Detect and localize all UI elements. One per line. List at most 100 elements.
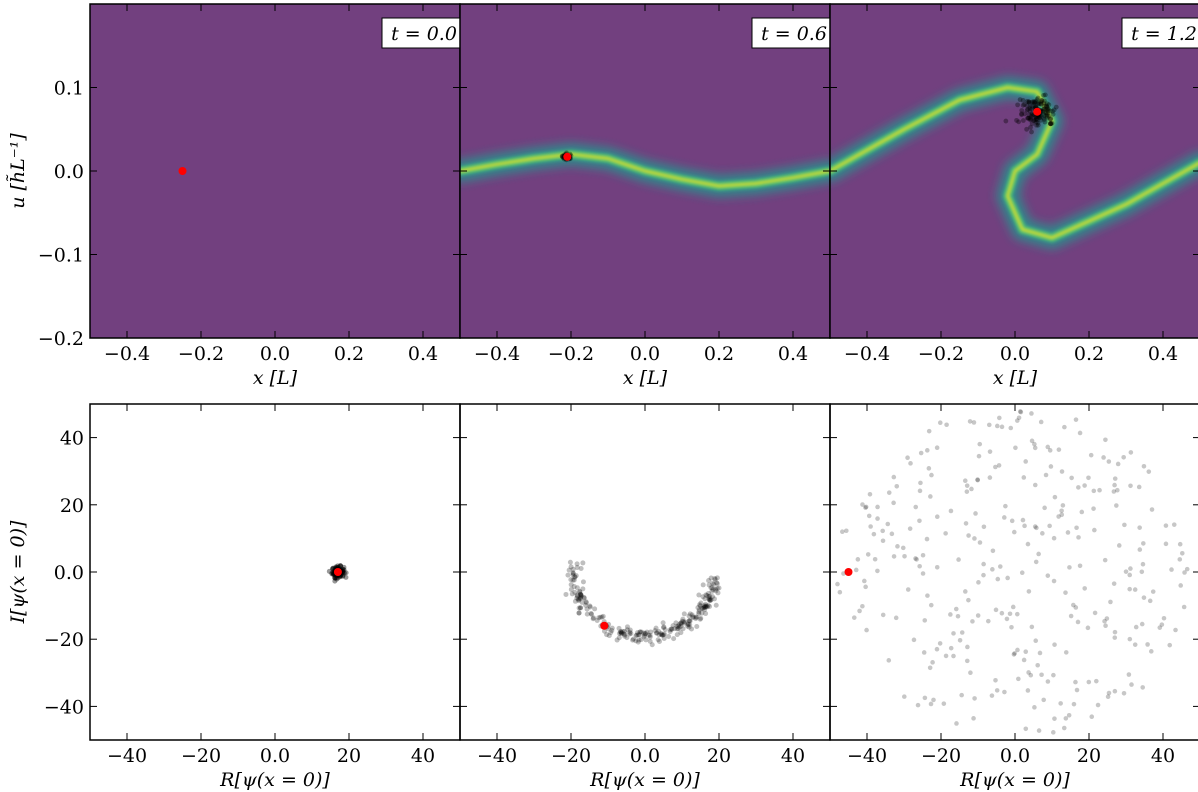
scatter-point bbox=[964, 489, 970, 494]
scatter-point bbox=[655, 637, 661, 643]
scatter-point bbox=[609, 625, 615, 631]
scatter-point bbox=[616, 630, 622, 636]
scatter-point bbox=[972, 696, 977, 701]
scatter-point bbox=[333, 575, 339, 581]
scatter-point bbox=[1071, 602, 1076, 608]
scatter-point bbox=[686, 624, 692, 630]
scatter-point bbox=[622, 628, 628, 634]
scatter-point bbox=[340, 572, 346, 578]
scatter-point bbox=[649, 642, 655, 648]
particle-point bbox=[1044, 106, 1050, 112]
y-tick-label: 0.0 bbox=[54, 562, 84, 584]
particle-point bbox=[1041, 106, 1047, 112]
scatter-point bbox=[635, 632, 641, 638]
scatter-point bbox=[1132, 587, 1138, 592]
particle-point bbox=[1039, 97, 1045, 103]
particle-point bbox=[1024, 107, 1030, 113]
scatter-point bbox=[332, 575, 338, 581]
scatter-point bbox=[1077, 430, 1083, 436]
scatter-point bbox=[1051, 730, 1056, 735]
scatter-point bbox=[701, 603, 707, 609]
scatter-point bbox=[672, 626, 678, 632]
scatter-point bbox=[981, 572, 986, 578]
scatter-point bbox=[1063, 590, 1068, 595]
scatter-point bbox=[990, 567, 995, 572]
particle-point bbox=[1030, 99, 1036, 105]
particle-point bbox=[1048, 121, 1054, 127]
scatter-point bbox=[1003, 503, 1008, 509]
scatter-point bbox=[644, 629, 650, 635]
scatter-point bbox=[715, 590, 721, 596]
scatter-point bbox=[706, 596, 712, 602]
particle-point bbox=[1046, 106, 1051, 112]
scatter-point bbox=[1074, 687, 1080, 693]
scatter-point bbox=[707, 597, 713, 603]
scatter-point bbox=[951, 653, 956, 659]
scatter-point bbox=[712, 575, 718, 581]
red-marker-point bbox=[1033, 107, 1042, 116]
scatter-point bbox=[680, 626, 686, 632]
scatter-point bbox=[709, 585, 715, 591]
scatter-point bbox=[685, 623, 691, 629]
scatter-point bbox=[707, 597, 713, 603]
particle-point bbox=[1042, 119, 1048, 125]
particle-point bbox=[1020, 118, 1026, 123]
scatter-point bbox=[572, 574, 578, 580]
scatter-point bbox=[578, 565, 584, 571]
scatter-point bbox=[1106, 690, 1112, 696]
particle-point bbox=[1043, 110, 1049, 116]
particle-point bbox=[1035, 100, 1041, 106]
scatter-point bbox=[630, 637, 636, 643]
particle-point bbox=[1025, 115, 1030, 121]
scatter-point bbox=[710, 580, 716, 586]
scatter-point bbox=[700, 606, 706, 612]
scatter-point bbox=[647, 638, 653, 644]
scatter-point bbox=[891, 500, 896, 506]
scatter-point bbox=[1040, 531, 1045, 536]
scatter-point bbox=[578, 591, 584, 597]
particle-point bbox=[1044, 114, 1050, 119]
scatter-point bbox=[1140, 561, 1146, 567]
particle-point bbox=[1050, 111, 1056, 117]
scatter-point bbox=[1056, 514, 1061, 519]
scatter-point bbox=[1037, 650, 1043, 656]
scatter-point bbox=[1137, 547, 1143, 552]
x-tick-label: 40 bbox=[781, 745, 805, 767]
scatter-point bbox=[1101, 455, 1106, 460]
scatter-point bbox=[1043, 472, 1049, 478]
scatter-point bbox=[1023, 649, 1029, 654]
scatter-point bbox=[835, 581, 840, 587]
scatter-point bbox=[959, 692, 964, 698]
particle-point bbox=[1025, 107, 1031, 112]
scatter-point bbox=[1013, 445, 1018, 451]
scatter-point bbox=[996, 463, 1002, 468]
scatter-point bbox=[583, 600, 589, 606]
scatter-point bbox=[583, 599, 589, 605]
scatter-point bbox=[926, 428, 932, 434]
scatter-point bbox=[1018, 409, 1024, 415]
scatter-point bbox=[639, 629, 645, 635]
scatter-point bbox=[920, 571, 926, 576]
scatter-point bbox=[656, 638, 662, 644]
scatter-point bbox=[1148, 649, 1154, 654]
scatter-point bbox=[964, 658, 970, 664]
particle-point bbox=[1024, 99, 1030, 104]
particle-point bbox=[1037, 115, 1042, 121]
particle-point bbox=[1034, 116, 1039, 122]
scatter-point bbox=[948, 508, 954, 514]
particle-point bbox=[1041, 116, 1047, 122]
particle-point bbox=[1029, 112, 1035, 118]
scatter-point bbox=[627, 631, 633, 637]
scatter-point bbox=[713, 588, 719, 594]
scatter-point bbox=[568, 577, 574, 583]
scatter-point bbox=[689, 626, 695, 632]
scatter-point bbox=[1145, 642, 1150, 647]
scatter-point bbox=[1091, 506, 1096, 511]
particle-point bbox=[1053, 104, 1059, 110]
scatter-point bbox=[997, 415, 1002, 421]
scatter-point bbox=[575, 596, 581, 602]
scatter-point bbox=[1068, 613, 1074, 619]
scatter-point bbox=[579, 599, 585, 605]
scatter-point bbox=[972, 536, 977, 541]
